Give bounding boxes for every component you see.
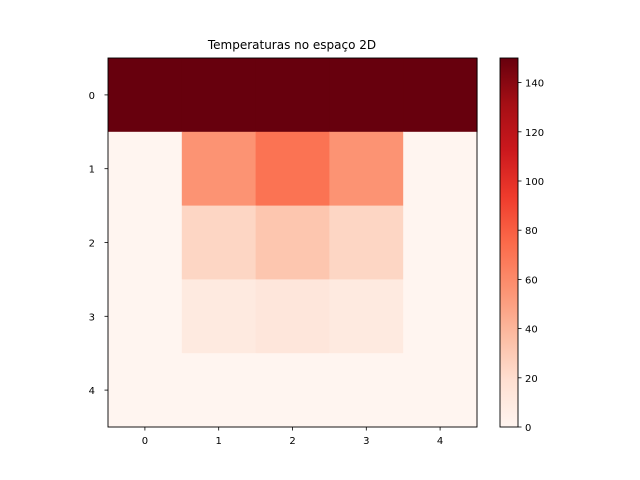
x-tick-label: 0 xyxy=(142,436,148,447)
heatmap-cell-r2-c0 xyxy=(108,205,183,280)
colorbar-tick-label: 20 xyxy=(525,374,538,385)
y-tick-label: 2 xyxy=(89,239,95,250)
x-tick-label: 2 xyxy=(289,436,295,447)
heatmap-cell-r4-c4 xyxy=(403,353,478,428)
heatmap-cell-r3-c4 xyxy=(403,279,478,354)
x-tick-label: 4 xyxy=(437,436,443,447)
colorbar-frame xyxy=(499,57,519,428)
colorbar xyxy=(500,58,518,427)
heatmap-cell-r0-c0 xyxy=(108,58,183,133)
y-tick-label: 0 xyxy=(89,91,95,102)
heatmap-cell-r1-c4 xyxy=(403,131,478,207)
y-tick-label: 4 xyxy=(89,386,95,397)
heatmap-cell-r0-c2 xyxy=(255,58,330,133)
heatmap-cell-r0-c3 xyxy=(329,58,404,133)
colorbar-tick-label: 0 xyxy=(525,423,531,434)
y-tick-label: 1 xyxy=(89,165,95,176)
colorbar-tick-label: 140 xyxy=(525,79,544,90)
x-axis: 0 1 2 3 4 xyxy=(142,427,443,447)
heatmap-cell-r1-c3 xyxy=(329,131,404,207)
heatmap-cell-r1-c0 xyxy=(108,131,183,207)
heatmap-cell-r0-c4 xyxy=(403,58,478,133)
colorbar-axis: 0 20 40 60 80 100 120 140 xyxy=(518,79,544,434)
heatmap-cell-r0-c1 xyxy=(181,58,257,133)
heatmap-cell-r3-c1 xyxy=(181,279,257,354)
y-axis: 0 1 2 3 4 xyxy=(89,91,108,397)
x-tick-label: 1 xyxy=(216,436,222,447)
heatmap-cell-r2-c2 xyxy=(255,205,330,280)
heatmap-cell-r1-c2 xyxy=(255,131,330,207)
heatmap-cell-r2-c3 xyxy=(329,205,404,280)
heatmap-cell-r3-c3 xyxy=(329,279,404,354)
heatmap-cells xyxy=(108,58,478,428)
y-tick-label: 3 xyxy=(89,312,95,323)
heatmap-cell-r1-c1 xyxy=(181,131,257,207)
colorbar-tick-label: 100 xyxy=(525,177,544,188)
heatmap-cell-r2-c1 xyxy=(181,205,257,280)
heatmap-cell-r4-c1 xyxy=(181,353,257,428)
heatmap-cell-r4-c2 xyxy=(255,353,330,428)
heatmap-cell-r4-c0 xyxy=(108,353,183,428)
colorbar-tick-label: 60 xyxy=(525,275,538,286)
heatmap-cell-r3-c0 xyxy=(108,279,183,354)
heatmap-cell-r3-c2 xyxy=(255,279,330,354)
x-tick-label: 3 xyxy=(363,436,369,447)
colorbar-tick-label: 40 xyxy=(525,325,538,336)
chart-title: Temperaturas no espaço 2D xyxy=(207,38,376,52)
colorbar-tick-label: 80 xyxy=(525,226,538,237)
heatmap-cell-r2-c4 xyxy=(403,205,478,280)
heatmap-cell-r4-c3 xyxy=(329,353,404,428)
colorbar-tick-label: 120 xyxy=(525,128,544,139)
